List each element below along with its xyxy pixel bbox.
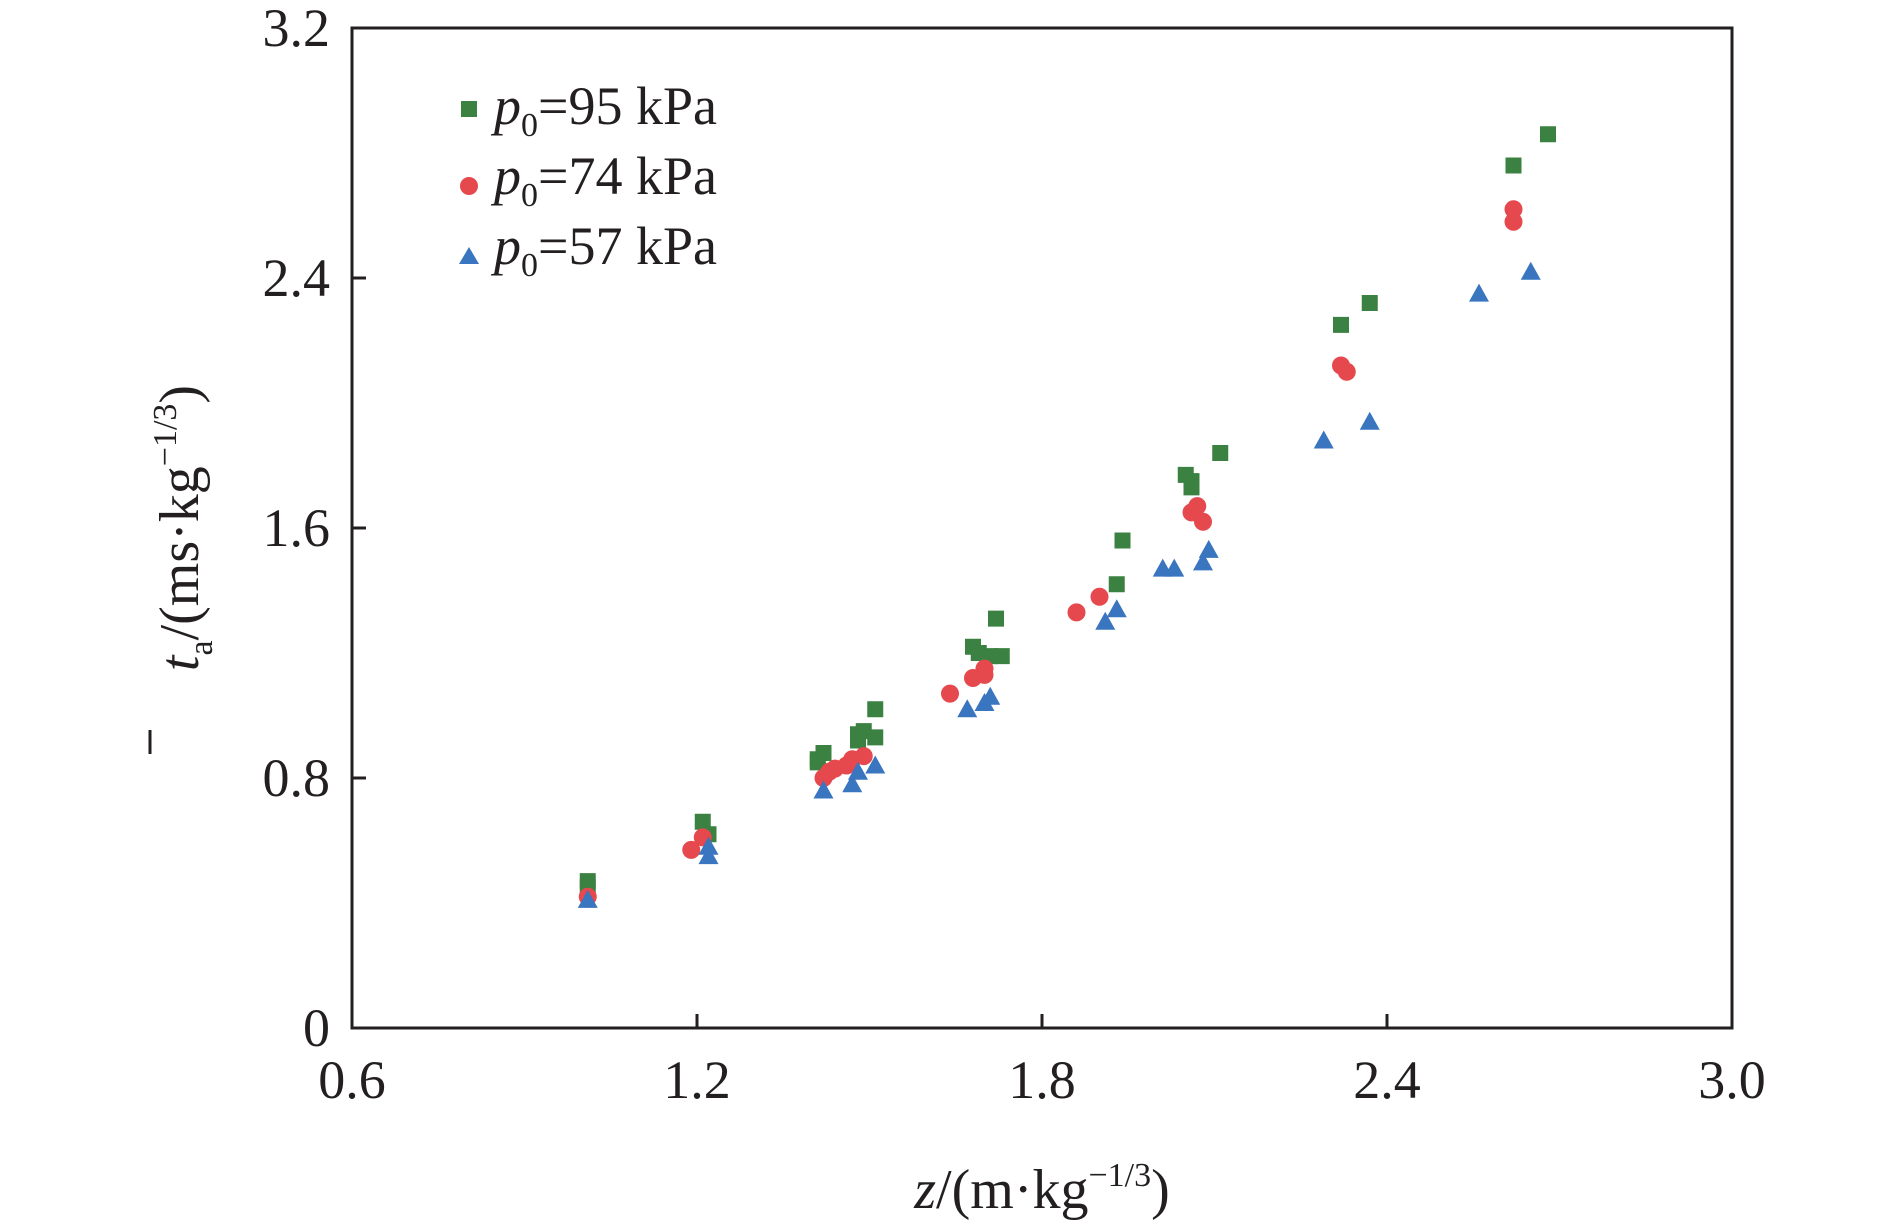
data-point-triangle [1193,552,1213,571]
data-point-triangle [577,889,598,908]
x-tick-label: 0.6 [318,1050,386,1110]
data-point-square [1505,157,1522,174]
data-point-circle [854,747,873,766]
data-point-triangle [698,846,719,865]
series-triangle [577,261,1541,908]
data-point-triangle [848,761,868,780]
x-tick-label: 1.8 [1008,1050,1076,1110]
data-point-triangle [1313,430,1334,449]
x-tick-label: 3.0 [1698,1050,1766,1110]
data-point-square [1114,532,1131,549]
svg-text:p0=74 kPa: p0=74 kPa [490,146,717,214]
svg-text:ta/(ms·kg−1/3): ta/(ms·kg−1/3) [147,385,220,671]
x-axis-title: z/(m·kg−1/3) [913,1157,1170,1221]
legend: p0=95 kPa p0=74 kPa p0=57 kPa [459,76,717,284]
data-point-square [1183,479,1200,496]
legend-item-95kpa: p0=95 kPa [461,76,717,144]
data-point-circle [1337,362,1356,381]
data-point-circle [1090,587,1109,606]
data-point-triangle [1095,611,1116,630]
data-point-square [1333,316,1349,333]
data-point-circle [1067,603,1086,622]
data-point-triangle [1198,539,1219,558]
data-point-triangle [1359,411,1380,430]
data-point-square [1212,445,1229,461]
data-point-circle [941,684,959,703]
x-axis-ticks: 0.6 1.2 1.8 2.4 3.0 [318,1014,1766,1110]
data-point-circle [682,840,701,859]
legend-item-74kpa: p0=74 kPa [460,146,717,214]
y-tick-label: 0.8 [263,748,331,808]
x-tick-label: 1.2 [663,1050,731,1110]
data-point-triangle [865,755,886,774]
data-point-square [988,610,1004,627]
legend-marker-triangle [459,247,479,264]
legend-marker-circle [460,177,478,195]
y-tick-label: 3.2 [263,0,331,58]
y-axis-title: ta/(ms·kg−1/3) [147,385,220,754]
data-point-triangle [813,780,834,799]
data-point-triangle [842,774,863,793]
data-point-triangle [698,836,719,855]
y-tick-label: 0 [303,998,330,1058]
series-circle [578,200,1523,906]
data-point-circle [1504,200,1523,219]
data-point-square [1361,295,1378,311]
y-axis-ticks: 0 0.8 1.6 2.4 3.2 [263,0,366,1058]
data-points [577,126,1556,908]
data-point-square [993,648,1010,665]
data-point-square [694,813,711,830]
data-point-circle [1188,497,1207,516]
legend-item-57kpa: p0=57 kPa [459,216,717,284]
series-square [579,126,1556,896]
data-point-triangle [1164,558,1185,577]
data-point-square [809,754,826,771]
data-point-square [867,701,884,718]
y-tick-label: 2.4 [263,248,331,308]
data-point-circle [975,659,994,678]
x-tick-label: 2.4 [1353,1050,1421,1110]
data-point-circle [1504,212,1523,231]
legend-marker-square [461,101,477,117]
data-point-triangle [980,686,1001,705]
data-point-triangle [1469,283,1489,302]
y-tick-label: 1.6 [263,498,331,558]
svg-text:p0=57 kPa: p0=57 kPa [490,216,717,284]
data-point-circle [1194,512,1212,531]
data-point-triangle [957,699,978,718]
data-point-triangle [1520,261,1541,280]
svg-text:p0=95 kPa: p0=95 kPa [490,76,717,144]
data-point-square [1108,576,1125,593]
data-point-triangle [1106,599,1127,618]
data-point-square [867,729,884,746]
data-point-square [1540,126,1556,143]
